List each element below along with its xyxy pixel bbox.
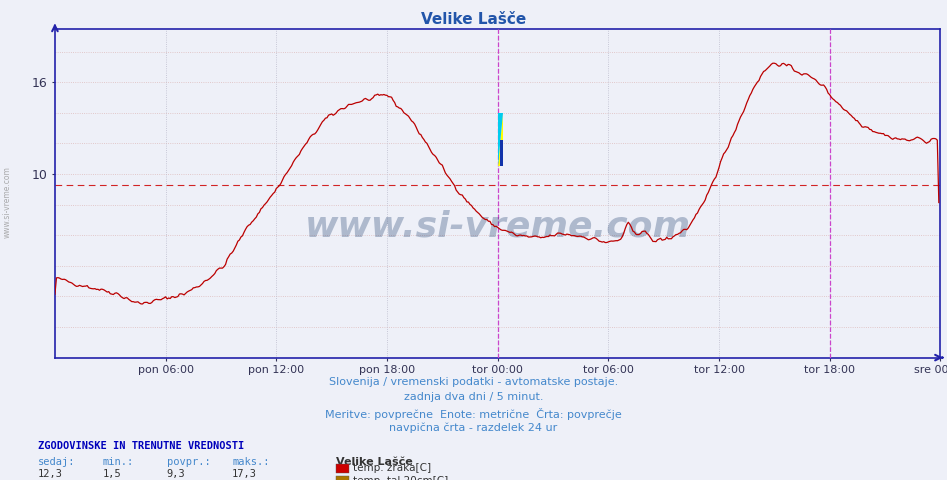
Text: Velike Lašče: Velike Lašče	[336, 457, 413, 468]
Text: povpr.:: povpr.:	[167, 457, 210, 468]
FancyBboxPatch shape	[500, 140, 503, 167]
Text: www.si-vreme.com: www.si-vreme.com	[305, 209, 690, 243]
Text: 17,3: 17,3	[232, 469, 257, 480]
Text: navpična črta - razdelek 24 ur: navpična črta - razdelek 24 ur	[389, 423, 558, 433]
Text: Velike Lašče: Velike Lašče	[420, 12, 527, 27]
Text: min.:: min.:	[102, 457, 134, 468]
Text: maks.:: maks.:	[232, 457, 270, 468]
Text: temp. tal 20cm[C]: temp. tal 20cm[C]	[353, 476, 449, 480]
Text: zadnja dva dni / 5 minut.: zadnja dva dni / 5 minut.	[403, 392, 544, 402]
Text: ZGODOVINSKE IN TRENUTNE VREDNOSTI: ZGODOVINSKE IN TRENUTNE VREDNOSTI	[38, 441, 244, 451]
Polygon shape	[498, 113, 503, 167]
Text: 1,5: 1,5	[102, 469, 121, 480]
Text: Meritve: povprečne  Enote: metrične  Črta: povprečje: Meritve: povprečne Enote: metrične Črta:…	[325, 408, 622, 420]
Text: www.si-vreme.com: www.si-vreme.com	[3, 166, 12, 238]
Text: temp. zraka[C]: temp. zraka[C]	[353, 464, 431, 473]
Polygon shape	[498, 113, 503, 167]
Text: sedaj:: sedaj:	[38, 457, 76, 468]
Text: Slovenija / vremenski podatki - avtomatske postaje.: Slovenija / vremenski podatki - avtomats…	[329, 377, 618, 387]
Text: 9,3: 9,3	[167, 469, 186, 480]
Text: 12,3: 12,3	[38, 469, 63, 480]
